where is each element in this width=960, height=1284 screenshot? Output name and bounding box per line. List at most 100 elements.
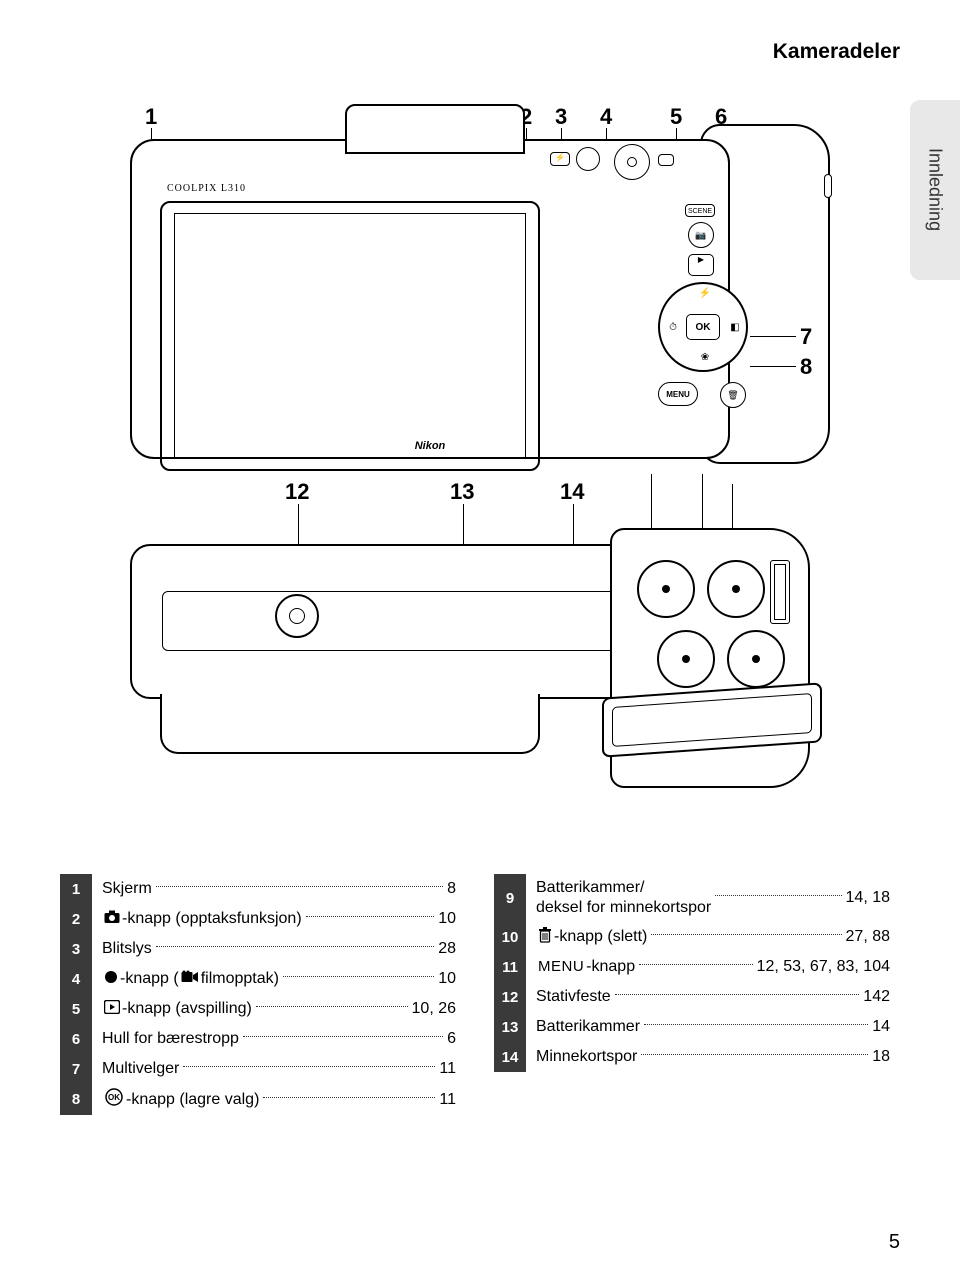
card-slot [770, 560, 790, 624]
part-page: 11 [439, 1091, 460, 1109]
part-label: -knapp ( filmopptak)10 [92, 964, 466, 994]
part-number: 9 [494, 874, 526, 922]
page-number: 5 [889, 1231, 900, 1254]
battery-1 [637, 560, 695, 618]
battery-door [602, 682, 822, 757]
dot-icon [104, 970, 118, 989]
movie-icon [658, 154, 674, 166]
ok-button: OK [686, 314, 720, 340]
part-page: 14 [872, 1018, 894, 1036]
part-row: 8OK-knapp (lagre valg)11 [60, 1084, 466, 1115]
bottom-plate [130, 544, 650, 699]
section-tab: Innledning [910, 100, 960, 280]
part-page: 6 [447, 1030, 460, 1048]
dir-left-icon: ⏱ [666, 322, 680, 336]
camera-bottom-diagram: 12 13 14 [130, 514, 830, 814]
part-row: 7Multivelger11 [60, 1054, 466, 1084]
section-tab-label: Innledning [925, 148, 946, 231]
part-page: 11 [439, 1060, 460, 1078]
part-row: 10-knapp (slett)27, 88 [494, 922, 900, 952]
part-label: Hull for bærestropp6 [92, 1024, 466, 1054]
part-row: 4-knapp ( filmopptak)10 [60, 964, 466, 994]
part-label: OK-knapp (lagre valg)11 [92, 1084, 466, 1115]
part-number: 3 [60, 934, 92, 964]
trash-icon [538, 927, 552, 948]
callout-8: 8 [800, 354, 812, 380]
parts-tables: 1Skjerm82-knapp (opptaksfunksjon)103Blit… [60, 874, 900, 1115]
part-row: 12Stativfeste142 [494, 982, 900, 1012]
viewfinder-hump [345, 104, 525, 154]
part-label: Batterikammer14 [526, 1012, 900, 1042]
callout-7: 7 [800, 324, 812, 350]
part-row: 5-knapp (avspilling)10, 26 [60, 994, 466, 1024]
part-page: 10, 26 [412, 1000, 460, 1018]
part-number: 8 [60, 1084, 92, 1115]
part-row: 1Skjerm8 [60, 874, 466, 904]
movie-icon [181, 970, 199, 989]
part-page: 8 [447, 880, 460, 898]
battery-compartment [610, 528, 810, 788]
part-row: 6Hull for bærestropp6 [60, 1024, 466, 1054]
part-row: 11MENU-knapp12, 53, 67, 83, 104 [494, 952, 900, 982]
label-plate [162, 591, 628, 651]
screen-outline [160, 201, 540, 471]
menu-button: MENU [658, 382, 698, 406]
part-row: 2-knapp (opptaksfunksjon)10 [60, 904, 466, 934]
dir-down-icon: ❀ [698, 352, 712, 366]
delete-button: 🗑 [720, 382, 746, 408]
battery-2 [707, 560, 765, 618]
part-number: 13 [494, 1012, 526, 1042]
part-page: 10 [438, 910, 460, 928]
part-label: -knapp (slett)27, 88 [526, 922, 900, 952]
parts-table-left: 1Skjerm82-knapp (opptaksfunksjon)103Blit… [60, 874, 466, 1115]
dir-up-icon: ⚡ [698, 288, 712, 302]
camera-back-diagram: 1 2 3 4 5 6 COOLPIX L310 Nikon ⚡ SCENE 📷… [100, 104, 860, 474]
part-number: 7 [60, 1054, 92, 1084]
camera-brand-label: Nikon [415, 440, 446, 452]
flash-button: ⚡ [550, 152, 570, 166]
part-label: Skjerm8 [92, 874, 466, 904]
part-number: 4 [60, 964, 92, 994]
part-row: 13Batterikammer14 [494, 1012, 900, 1042]
record-button [614, 144, 650, 180]
svg-text:OK: OK [108, 1093, 120, 1102]
part-page: 10 [438, 970, 460, 988]
part-number: 6 [60, 1024, 92, 1054]
part-row: 9Batterikammer/deksel for minnekortspor1… [494, 874, 900, 922]
tripod-socket [275, 594, 319, 638]
strap-eyelet [824, 174, 832, 198]
part-page: 18 [872, 1048, 894, 1066]
lens-barrel [160, 694, 540, 754]
part-number: 1 [60, 874, 92, 904]
part-row: 3Blitslys28 [60, 934, 466, 964]
part-number: 11 [494, 952, 526, 982]
part-label: Blitslys28 [92, 934, 466, 964]
part-label: Multivelger11 [92, 1054, 466, 1084]
part-page: 142 [863, 988, 894, 1006]
part-number: 14 [494, 1042, 526, 1072]
part-label: MENU-knapp12, 53, 67, 83, 104 [526, 952, 900, 982]
part-number: 12 [494, 982, 526, 1012]
part-page: 14, 18 [846, 889, 894, 907]
play-icon [104, 1000, 120, 1019]
menu-text-icon: MENU [538, 958, 584, 976]
part-row: 14Minnekortspor18 [494, 1042, 900, 1072]
part-page: 27, 88 [846, 928, 894, 946]
page-title: Kameradeler [60, 40, 900, 64]
callout-13: 13 [450, 479, 474, 505]
screen-inner [174, 213, 526, 459]
playback-button: ▶ [688, 254, 714, 276]
battery-3 [657, 630, 715, 688]
camera-icon [104, 910, 120, 929]
part-label: Minnekortspor18 [526, 1042, 900, 1072]
scene-label: SCENE [685, 204, 715, 217]
part-number: 10 [494, 922, 526, 952]
battery-4 [727, 630, 785, 688]
parts-table-right: 9Batterikammer/deksel for minnekortspor1… [494, 874, 900, 1115]
ok-icon: OK [104, 1088, 124, 1111]
dir-right-icon: ◧ [728, 322, 742, 336]
part-label: -knapp (opptaksfunksjon)10 [92, 904, 466, 934]
part-label: -knapp (avspilling)10, 26 [92, 994, 466, 1024]
part-number: 5 [60, 994, 92, 1024]
camera-model-label: COOLPIX L310 [167, 183, 246, 194]
